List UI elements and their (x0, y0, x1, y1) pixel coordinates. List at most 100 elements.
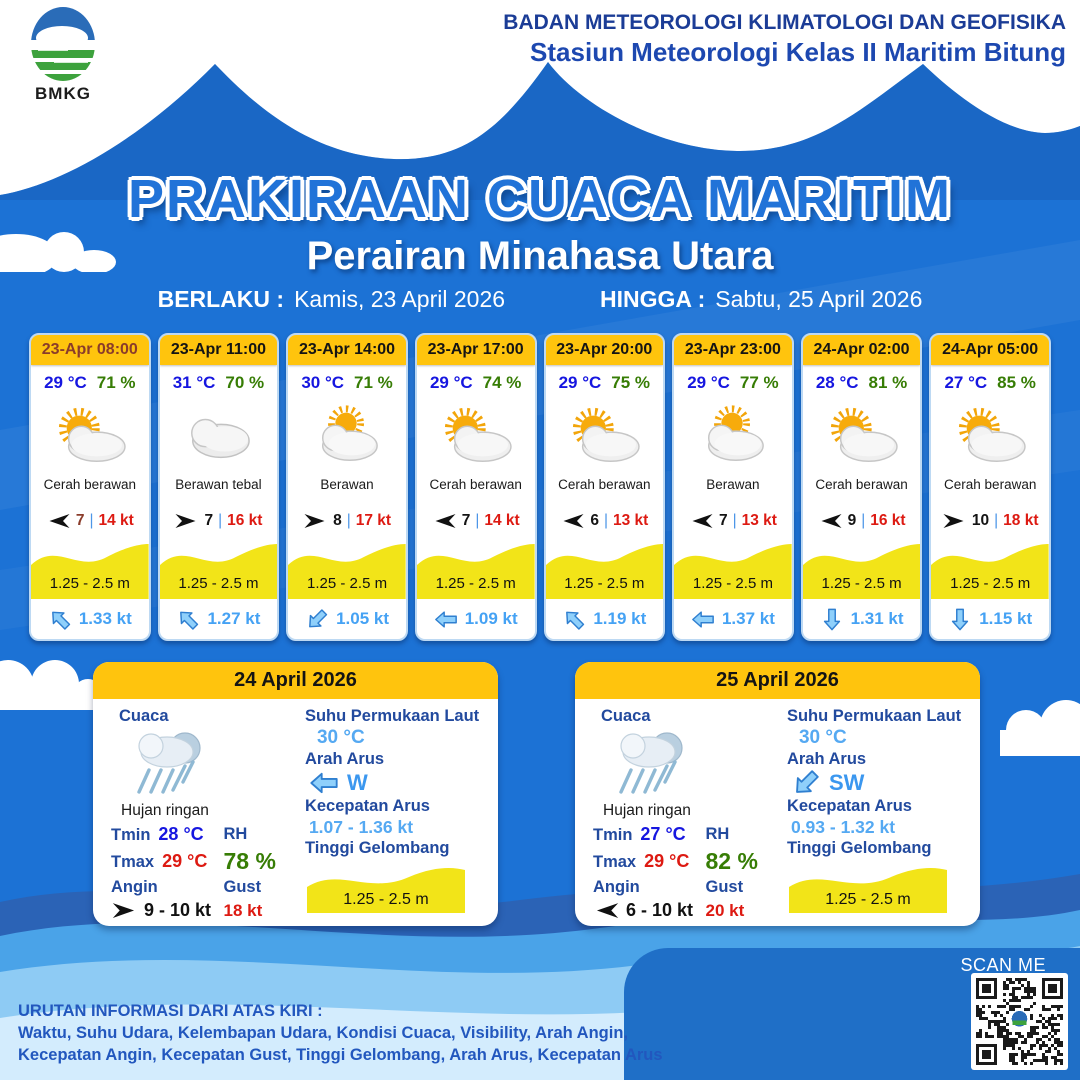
current-direction-label: Arah Arus (304, 750, 385, 768)
temp-humidity-row: 29 °C 77 % (674, 373, 792, 395)
humidity-value: 85 % (997, 373, 1036, 392)
wind-speed-value: 16 kt (227, 512, 263, 529)
hourly-forecast-row: 23-Apr 08:00 29 °C 71 % (0, 333, 1080, 641)
weather-condition-label: Cerah berawan (429, 477, 522, 492)
footer-line1: URUTAN INFORMASI DARI ATAS KIRI : (18, 1002, 323, 1020)
validity-row: BERLAKU : Kamis, 23 April 2026 HINGGA : Sa… (0, 286, 1080, 313)
wind-direction-icon (563, 514, 584, 528)
temp-humidity-row: 31 °C 70 % (160, 373, 278, 395)
tmin-value: 27 °C (640, 824, 686, 844)
forecast-time: 23-Apr 23:00 (674, 335, 792, 365)
temp-humidity-row: 27 °C 85 % (931, 373, 1049, 395)
wave-height-value: 1.25 - 2.5 m (49, 575, 130, 592)
visibility-value: 8 (333, 512, 342, 529)
temp-humidity-row: 29 °C 75 % (546, 373, 664, 395)
wave-height-chip: 1.25 - 2.5 m (788, 861, 947, 913)
wind-row: 10 | 18 kt (931, 509, 1049, 533)
wind-speed-value: 17 kt (355, 512, 392, 529)
weather-icon (803, 395, 921, 477)
hourly-forecast-card: 23-Apr 11:00 31 °C 70 % (157, 333, 280, 641)
tmax-label: Tmax (111, 853, 155, 871)
qr-code (971, 973, 1068, 1070)
org-name: BADAN METEOROLOGI KLIMATOLOGI DAN GEOFIS… (503, 11, 1066, 34)
bmkg-logo (31, 7, 95, 81)
forecast-date: 24 April 2026 (93, 662, 498, 699)
bmkg-logo-label: BMKG (35, 84, 91, 103)
valid-to: HINGGA : Sabtu, 25 April 2026 (600, 286, 922, 313)
wave-height-section: 1.25 - 2.5 m (931, 535, 1049, 599)
hourly-forecast-card: 24-Apr 02:00 28 °C 81 % (800, 333, 923, 641)
wind-direction-icon (304, 514, 325, 528)
tmin-value: 28 °C (158, 824, 204, 844)
weather-condition-label: Hujan ringan (121, 802, 209, 819)
forecast-time: 23-Apr 08:00 (31, 335, 149, 365)
rh-label: RH (223, 825, 248, 843)
wave-height-label: Tinggi Gelombang (304, 839, 450, 857)
wind-row: 7 | 14 kt (417, 509, 535, 533)
current-direction-icon (434, 610, 457, 628)
current-speed-value: 1.31 kt (850, 609, 904, 628)
visibility-value: 10 (971, 512, 990, 529)
current-row: 1.31 kt (803, 599, 921, 639)
air-temperature-value: 28 °C (815, 373, 859, 392)
wave-height-label: Tinggi Gelombang (786, 839, 932, 857)
air-temperature-value: 29 °C (687, 373, 730, 392)
hourly-forecast-card: 23-Apr 23:00 29 °C 77 % (672, 333, 794, 641)
wind-speed-value: 18 kt (1003, 512, 1039, 529)
current-direction-value: W (346, 770, 368, 795)
wave-height-section: 1.25 - 2.5 m (159, 535, 278, 599)
scan-me-label: SCAN ME (960, 955, 1046, 975)
wind-direction-icon (112, 903, 135, 918)
hourly-forecast-card: 24-Apr 05:00 27 °C 85 % (929, 333, 1051, 641)
hourly-forecast-card: 23-Apr 17:00 29 °C 74 % (414, 333, 537, 641)
current-row: 1.19 kt (546, 599, 664, 639)
weather-icon (288, 395, 406, 477)
wave-height-value: 1.25 - 2.5 m (435, 575, 516, 592)
temp-humidity-row: 28 °C 81 % (803, 373, 921, 395)
wind-speed-value: 16 kt (870, 512, 906, 529)
poster-title: PRAKIRAAN CUACA MARITIM (128, 169, 952, 229)
gust-label: Gust (705, 878, 744, 896)
wind-range-value: 6 - 10 kt (626, 900, 694, 920)
humidity-value: 71 % (96, 373, 136, 392)
cloud-left-top (0, 232, 116, 272)
tmin-label: Tmin (111, 826, 151, 844)
forecast-time: 24-Apr 02:00 (802, 335, 921, 365)
daily-forecast-card: 24 April 2026 Cuaca (93, 662, 498, 926)
daily-forecast-row: 24 April 2026 Cuaca (0, 662, 1080, 926)
weather-condition-label: Cerah berawan (944, 477, 1037, 492)
weather-condition-label: Berawan tebal (175, 477, 262, 492)
wind-speed-value: 14 kt (98, 512, 134, 529)
wind-row: 7 | 13 kt (674, 509, 792, 533)
current-speed-value: 1.15 kt (979, 609, 1033, 628)
separator: | (732, 512, 737, 529)
current-speed-label: Kecepatan Arus (304, 797, 430, 815)
weather-icon (546, 395, 664, 477)
footer-line2: Waktu, Suhu Udara, Kelembapan Udara, Kon… (18, 1024, 629, 1042)
current-speed-value: 1.09 kt (464, 609, 518, 628)
weather-condition-label: Cerah berawan (558, 477, 651, 492)
daily-card-body: Cuaca Hujan (575, 699, 980, 926)
wind-direction-icon (821, 514, 842, 528)
daily-forecast-card: 25 April 2026 Cuaca (575, 662, 980, 926)
hourly-forecast-card: 23-Apr 20:00 29 °C 75 % (543, 333, 666, 641)
tmax-value: 29 °C (644, 851, 690, 871)
current-direction-value: SW (828, 770, 865, 795)
temp-humidity-row: 29 °C 74 % (417, 373, 535, 395)
rain-icon (111, 726, 305, 800)
visibility-value: 6 (590, 512, 599, 529)
weather-icon (931, 395, 1049, 477)
wind-direction-icon (943, 514, 964, 528)
wave-height-section: 1.25 - 2.5 m (31, 535, 149, 599)
humidity-value: 74 % (482, 373, 522, 392)
wave-height-value: 1.25 - 2.5 m (178, 575, 259, 592)
weather-condition-label: Berawan (706, 477, 760, 492)
temp-humidity-row: 29 °C 71 % (31, 373, 149, 395)
tmin-label: Tmin (593, 826, 633, 844)
daily-card-body: Cuaca Hujan (93, 699, 498, 926)
wave-height-section: 1.25 - 2.5 m (545, 535, 664, 599)
humidity-value: 70 % (225, 373, 265, 392)
wind-direction-icon (49, 514, 70, 528)
current-direction-icon (796, 770, 819, 793)
